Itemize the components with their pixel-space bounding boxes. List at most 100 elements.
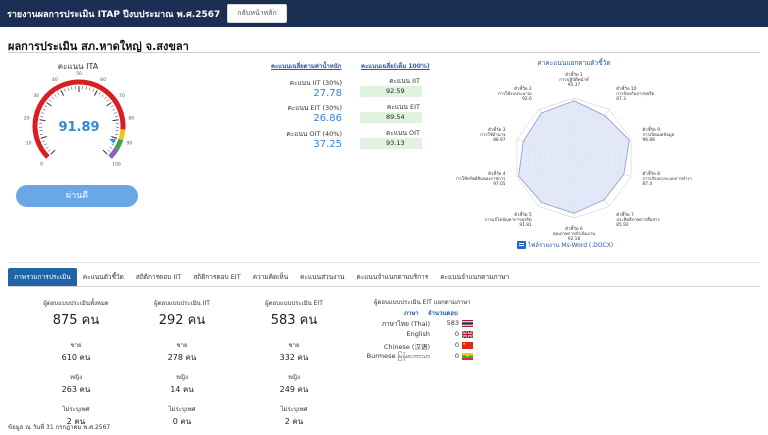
count-col-header: จำนวนตอบ xyxy=(428,310,458,317)
indicator-score: 87.4 xyxy=(643,181,653,187)
gauge-minor-tick xyxy=(42,140,46,143)
gauge-minor-tick xyxy=(89,87,91,91)
indicator-score: 97.05 xyxy=(493,181,506,187)
indicator-name: การใช้ทรัพย์สินของราชการ xyxy=(456,176,506,182)
stat-eit-column: ผู้ตอบแบบประเมิน EIT 583 คน ชาย 332 คน ห… xyxy=(244,298,344,428)
language-name: Chinese (汉语) xyxy=(383,343,430,351)
gauge-green-band xyxy=(114,138,124,151)
ita-result-badge: ผ่านดี xyxy=(16,185,138,207)
stat-na: 2 คน xyxy=(284,417,304,426)
gauge-major-tick xyxy=(50,149,56,155)
stat-male: 332 คน xyxy=(279,353,309,362)
home-button[interactable]: กลับหน้าหลัก xyxy=(227,4,287,23)
language-row: English 0 xyxy=(340,330,490,340)
indicator-score: 87.3 xyxy=(616,96,626,102)
indicator-radar-chart: ค่าคะแนนแยกตามตัวชี้วัด ตัวชี้วัด 1การปฏ… xyxy=(456,58,692,242)
stat-title: ผู้ตอบแบบประเมิน EIT xyxy=(265,300,323,307)
indicator-name: คุณภาพการดำเนินงาน xyxy=(553,231,595,237)
language-row: Chinese (汉语) 0 xyxy=(340,341,490,351)
gauge-minor-tick xyxy=(43,143,47,146)
gauge-minor-tick xyxy=(71,86,73,90)
indicator-score: 92.18 xyxy=(568,236,581,242)
indicator-name: การใช้อำนาจ xyxy=(480,132,506,138)
tab-eit-stats[interactable]: สถิติการตอบ EIT xyxy=(193,273,241,281)
radar-series-area xyxy=(518,100,630,214)
tab-overview[interactable]: ภาพรวมการประเมิน xyxy=(8,268,77,286)
ita-score-value: 91.89 xyxy=(58,120,99,135)
stat-male: 610 คน xyxy=(61,353,91,362)
gauge-minor-tick xyxy=(41,112,45,114)
gauge-tick-label: 60 xyxy=(100,77,106,83)
radar-title: ค่าคะแนนแยกตามตัวชี้วัด xyxy=(537,58,610,67)
tab-language-scores[interactable]: คะแนนจำแนกตามภาษา xyxy=(440,273,510,281)
indicator-name: การเปิดเผยข้อมูล xyxy=(643,132,675,138)
gauge-minor-tick xyxy=(48,99,52,102)
gauge-minor-tick xyxy=(44,105,48,108)
tab-unit-scores[interactable]: คะแนนส่วนงาน xyxy=(300,273,345,281)
stat-total: 583 คน xyxy=(270,313,318,328)
china-flag-icon xyxy=(462,342,473,349)
gauge-tick-label: 0 xyxy=(40,162,43,168)
indicator-name: การใช้งบประมาณ xyxy=(498,91,532,97)
gauge-tick-labels: 0 10 20 30 40 50 60 70 80 90 100 xyxy=(24,71,134,168)
stat-na: 0 คน xyxy=(172,417,192,426)
gauge-major-tick xyxy=(46,102,52,107)
tab-iit-stats[interactable]: สถิติการตอบ IIT xyxy=(135,273,182,281)
gauge-major-tick xyxy=(111,136,118,139)
weighted-oit-label: คะแนน OIT (40%) xyxy=(286,130,342,138)
gauge-ticks xyxy=(39,86,119,155)
ita-gauge: 0 10 20 30 40 50 60 70 80 90 100 91.89 xyxy=(24,71,134,168)
full-eit-value: 89.54 xyxy=(360,112,422,123)
weighted-heading: คะแนนเฉลี่ยตามค่าน้ำหนัก xyxy=(271,63,342,70)
gauge-minor-tick xyxy=(109,146,113,149)
uk-flag-icon xyxy=(462,331,473,338)
stat-female-label: หญิง xyxy=(176,374,188,381)
indicator-id: ตัวชี้วัด 7 xyxy=(616,211,634,218)
gauge-minor-tick xyxy=(51,96,54,100)
gauge-minor-tick xyxy=(54,94,57,97)
divider xyxy=(8,262,760,263)
weighted-eit-label: คะแนน EIT (30%) xyxy=(287,104,342,112)
gauge-minor-tick xyxy=(101,94,104,97)
gauge-minor-tick xyxy=(67,87,69,91)
indicator-id: ตัวชี้วัด 10 xyxy=(616,85,636,92)
tab-comments[interactable]: ความคิดเห็น xyxy=(252,273,289,281)
weighted-iit-label: คะแนน IIT (30%) xyxy=(289,79,342,87)
stat-male: 278 คน xyxy=(167,353,197,362)
docx-download-link[interactable]: ไฟล์รายงาน Ms-Word (.DOCX) xyxy=(517,240,613,250)
gauge-minor-tick xyxy=(57,92,60,95)
gauge-tick-label: 50 xyxy=(76,71,82,77)
tab-indicator-scores[interactable]: คะแนนตัวชี้วัด xyxy=(82,273,124,281)
gauge-minor-tick xyxy=(110,105,114,108)
full-iit-label: คะแนน IIT xyxy=(389,77,420,85)
language-row: ภาษาไทย (Thai) 583 xyxy=(340,319,490,329)
weighted-eit-value: 26.86 xyxy=(313,113,342,124)
indicator-name: ประสิทธิภาพการสื่อสาร xyxy=(616,216,660,223)
indicator-name: การปฏิบัติหน้าที่ xyxy=(559,76,589,83)
gauge-minor-tick xyxy=(98,92,101,95)
stat-female: 14 คน xyxy=(170,385,194,394)
tab-service-scores[interactable]: คะแนนจำแนกตามบริการ xyxy=(356,273,429,281)
full-eit-label: คะแนน EIT xyxy=(387,103,420,111)
gauge-minor-tick xyxy=(114,115,118,118)
gauge-major-tick xyxy=(102,149,108,155)
stat-female: 249 คน xyxy=(279,385,309,394)
gauge-yellow-band xyxy=(118,129,126,141)
gauge-tick-label: 10 xyxy=(26,140,32,146)
language-col-header: ภาษา xyxy=(404,310,419,317)
word-doc-icon xyxy=(517,241,526,249)
gauge-major-tick xyxy=(106,102,112,107)
weighted-iit-value: 27.78 xyxy=(313,88,342,99)
indicator-id: ตัวชี้วัด 5 xyxy=(514,211,532,218)
thai-flag-icon xyxy=(462,320,473,327)
docx-link-label: ไฟล์รายงาน Ms-Word (.DOCX) xyxy=(528,242,614,249)
gauge-tick-label: 90 xyxy=(127,140,133,146)
stat-title: ผู้ตอบแบบประเมินทั้งหมด xyxy=(43,300,109,307)
indicator-score: 88.97 xyxy=(493,137,506,143)
gauge-major-tick xyxy=(60,90,65,96)
indicator-id: ตัวชี้วัด 2 xyxy=(514,85,532,92)
stat-total-column: ผู้ตอบแบบประเมินทั้งหมด 875 คน ชาย 610 ค… xyxy=(28,298,124,428)
